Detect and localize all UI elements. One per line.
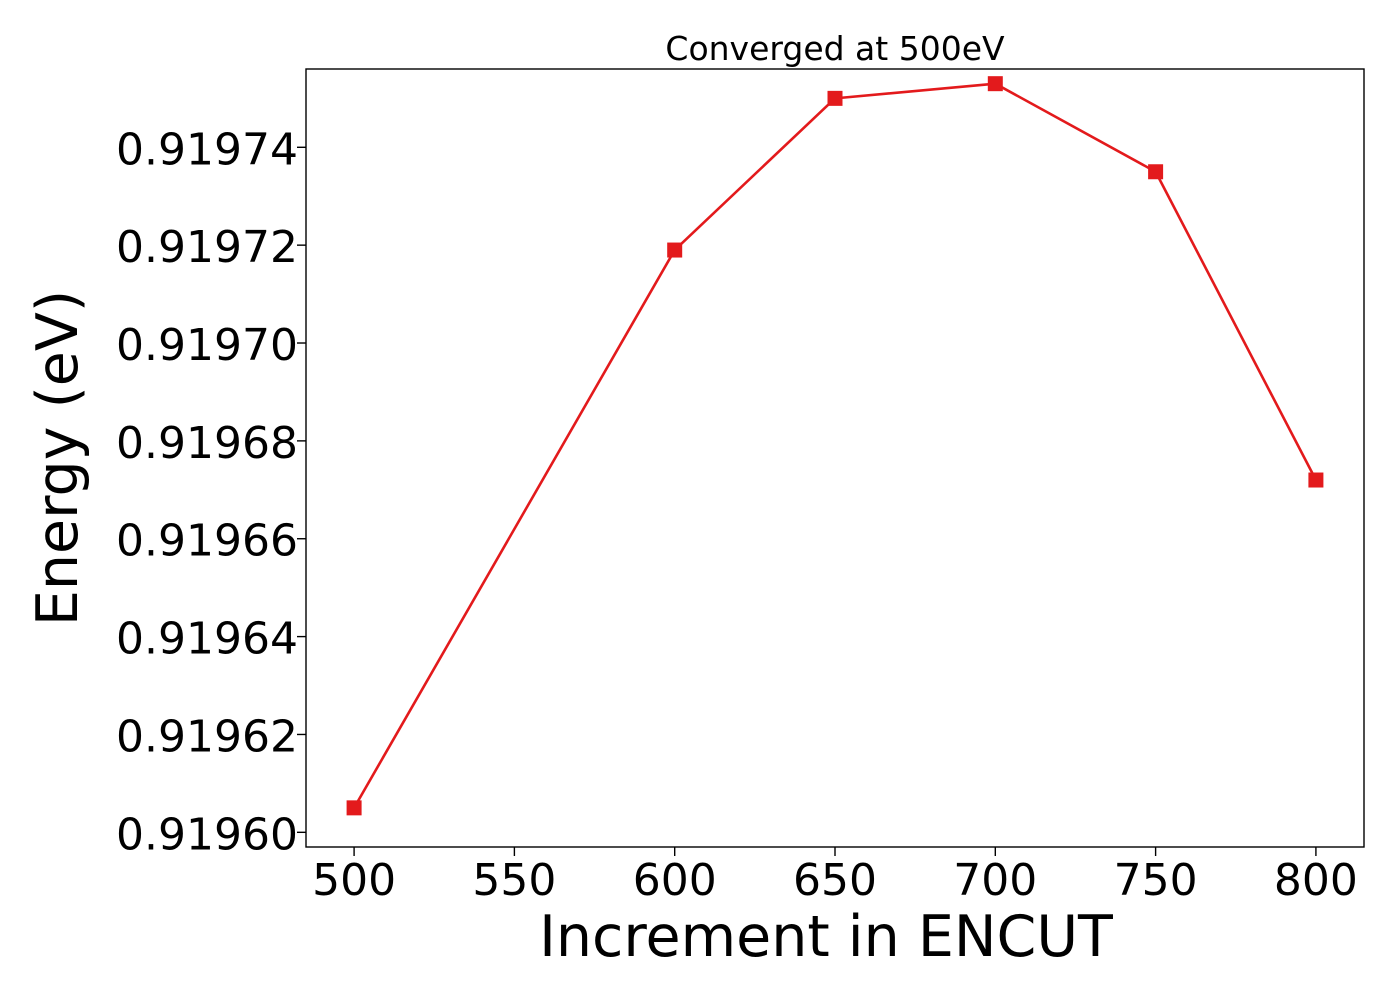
y-tick-label: 0.91964 — [116, 614, 298, 665]
data-point-marker — [827, 90, 843, 106]
x-axis-label: Increment in ENCUT — [539, 904, 1113, 970]
y-tick-label: 0.91972 — [116, 222, 298, 273]
y-tick-label: 0.91966 — [116, 516, 298, 567]
x-axis-ticks: 500 550 600 650 700 750 800 — [312, 847, 1358, 906]
data-point-marker — [667, 242, 683, 258]
data-point-marker — [987, 76, 1003, 92]
series-layer — [346, 76, 1324, 816]
plot-area-frame — [305, 68, 1365, 848]
y-tick-label: 0.91968 — [116, 418, 298, 469]
data-point-marker — [1308, 472, 1324, 488]
y-tick-label: 0.91960 — [116, 809, 298, 860]
y-tick-label: 0.91970 — [116, 320, 298, 371]
x-tick-label: 800 — [1274, 855, 1358, 906]
x-tick-label: 700 — [953, 855, 1037, 906]
y-tick-label: 0.91962 — [116, 711, 298, 762]
data-point-marker — [346, 800, 362, 816]
x-tick-label: 600 — [633, 855, 717, 906]
x-tick-label: 500 — [312, 855, 396, 906]
y-axis-ticks: 0.91960 0.91962 0.91964 0.91966 0.91968 0.919… — [116, 124, 306, 860]
x-tick-label: 550 — [472, 855, 556, 906]
x-tick-label: 750 — [1114, 855, 1198, 906]
series-line — [352, 82, 1318, 809]
y-tick-label: 0.91974 — [116, 124, 298, 175]
data-point-marker — [1148, 164, 1164, 180]
chart-title: Converged at 500eV — [665, 29, 1005, 68]
x-tick-label: 650 — [793, 855, 877, 906]
y-axis-label: Energy (eV) — [25, 290, 91, 626]
